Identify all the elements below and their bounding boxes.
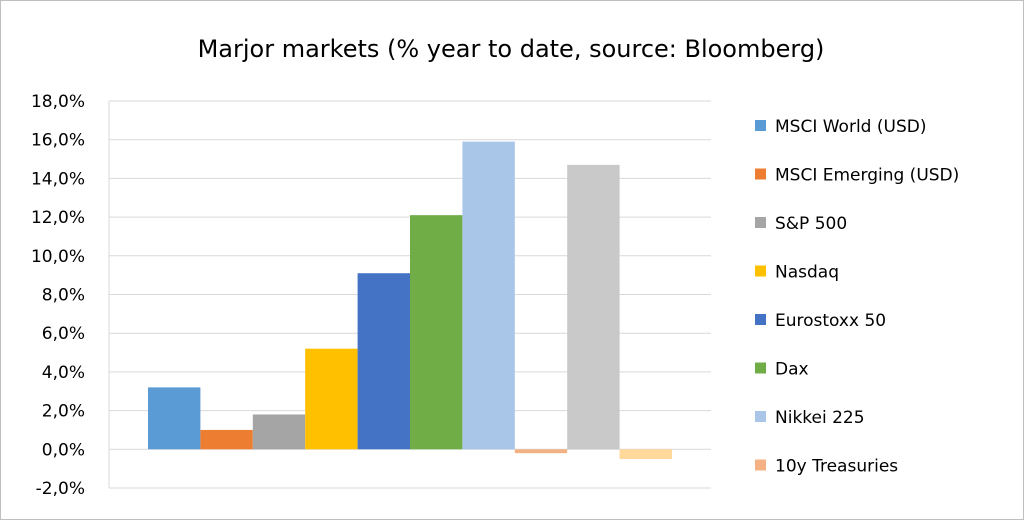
y-tick-label: 18,0%	[31, 92, 85, 112]
bar	[200, 429, 253, 450]
legend-label: MSCI Emerging (USD)	[775, 166, 959, 186]
y-tick-label: 8,0%	[42, 286, 85, 306]
bar	[619, 449, 672, 459]
legend-label: S&P 500	[775, 214, 847, 234]
legend-swatch	[755, 168, 766, 180]
legend-label: Eurostoxx 50	[775, 311, 886, 331]
y-tick-label: -2,0%	[36, 479, 85, 499]
legend-swatch	[755, 411, 766, 422]
bar	[357, 273, 410, 450]
legend-label: Dax	[775, 360, 809, 380]
bar	[514, 449, 568, 454]
legend-label: MSCI World (USD)	[775, 117, 926, 137]
bar	[252, 414, 306, 450]
legend-swatch	[755, 362, 766, 374]
legend-swatch	[755, 459, 766, 471]
legend-label: Nikkei 225	[775, 408, 865, 428]
legend: MSCI World (USD) MSCI Emerging (USD) S&P 5…	[755, 117, 959, 477]
y-tick-label: 6,0%	[42, 324, 85, 344]
legend-swatch	[755, 120, 766, 131]
bar	[410, 215, 463, 450]
bars	[148, 141, 672, 459]
bar	[567, 164, 620, 450]
bar	[148, 387, 201, 450]
y-tick-label: 10,0%	[31, 247, 85, 267]
legend-label: Nasdaq	[775, 263, 839, 283]
y-tick-label: 12,0%	[31, 208, 85, 228]
bar	[462, 141, 515, 450]
y-tick-label: 14,0%	[31, 169, 85, 189]
y-tick-label: 16,0%	[31, 131, 85, 151]
y-axis: -2,0% 0,0% 2,0% 4,0% 6,0% 8,0% 10,0% 12,0% 14,0%…	[31, 92, 110, 499]
legend-swatch	[755, 314, 766, 325]
legend-swatch	[755, 217, 766, 228]
y-tick-label: 4,0%	[42, 363, 85, 383]
chart-title: Marjor markets (% year to date, source: …	[198, 35, 825, 63]
bar	[305, 348, 358, 450]
y-tick-label: 0,0%	[42, 440, 85, 460]
legend-swatch	[755, 265, 766, 277]
legend-label: 10y Treasuries	[775, 457, 898, 477]
y-tick-label: 2,0%	[42, 402, 85, 422]
